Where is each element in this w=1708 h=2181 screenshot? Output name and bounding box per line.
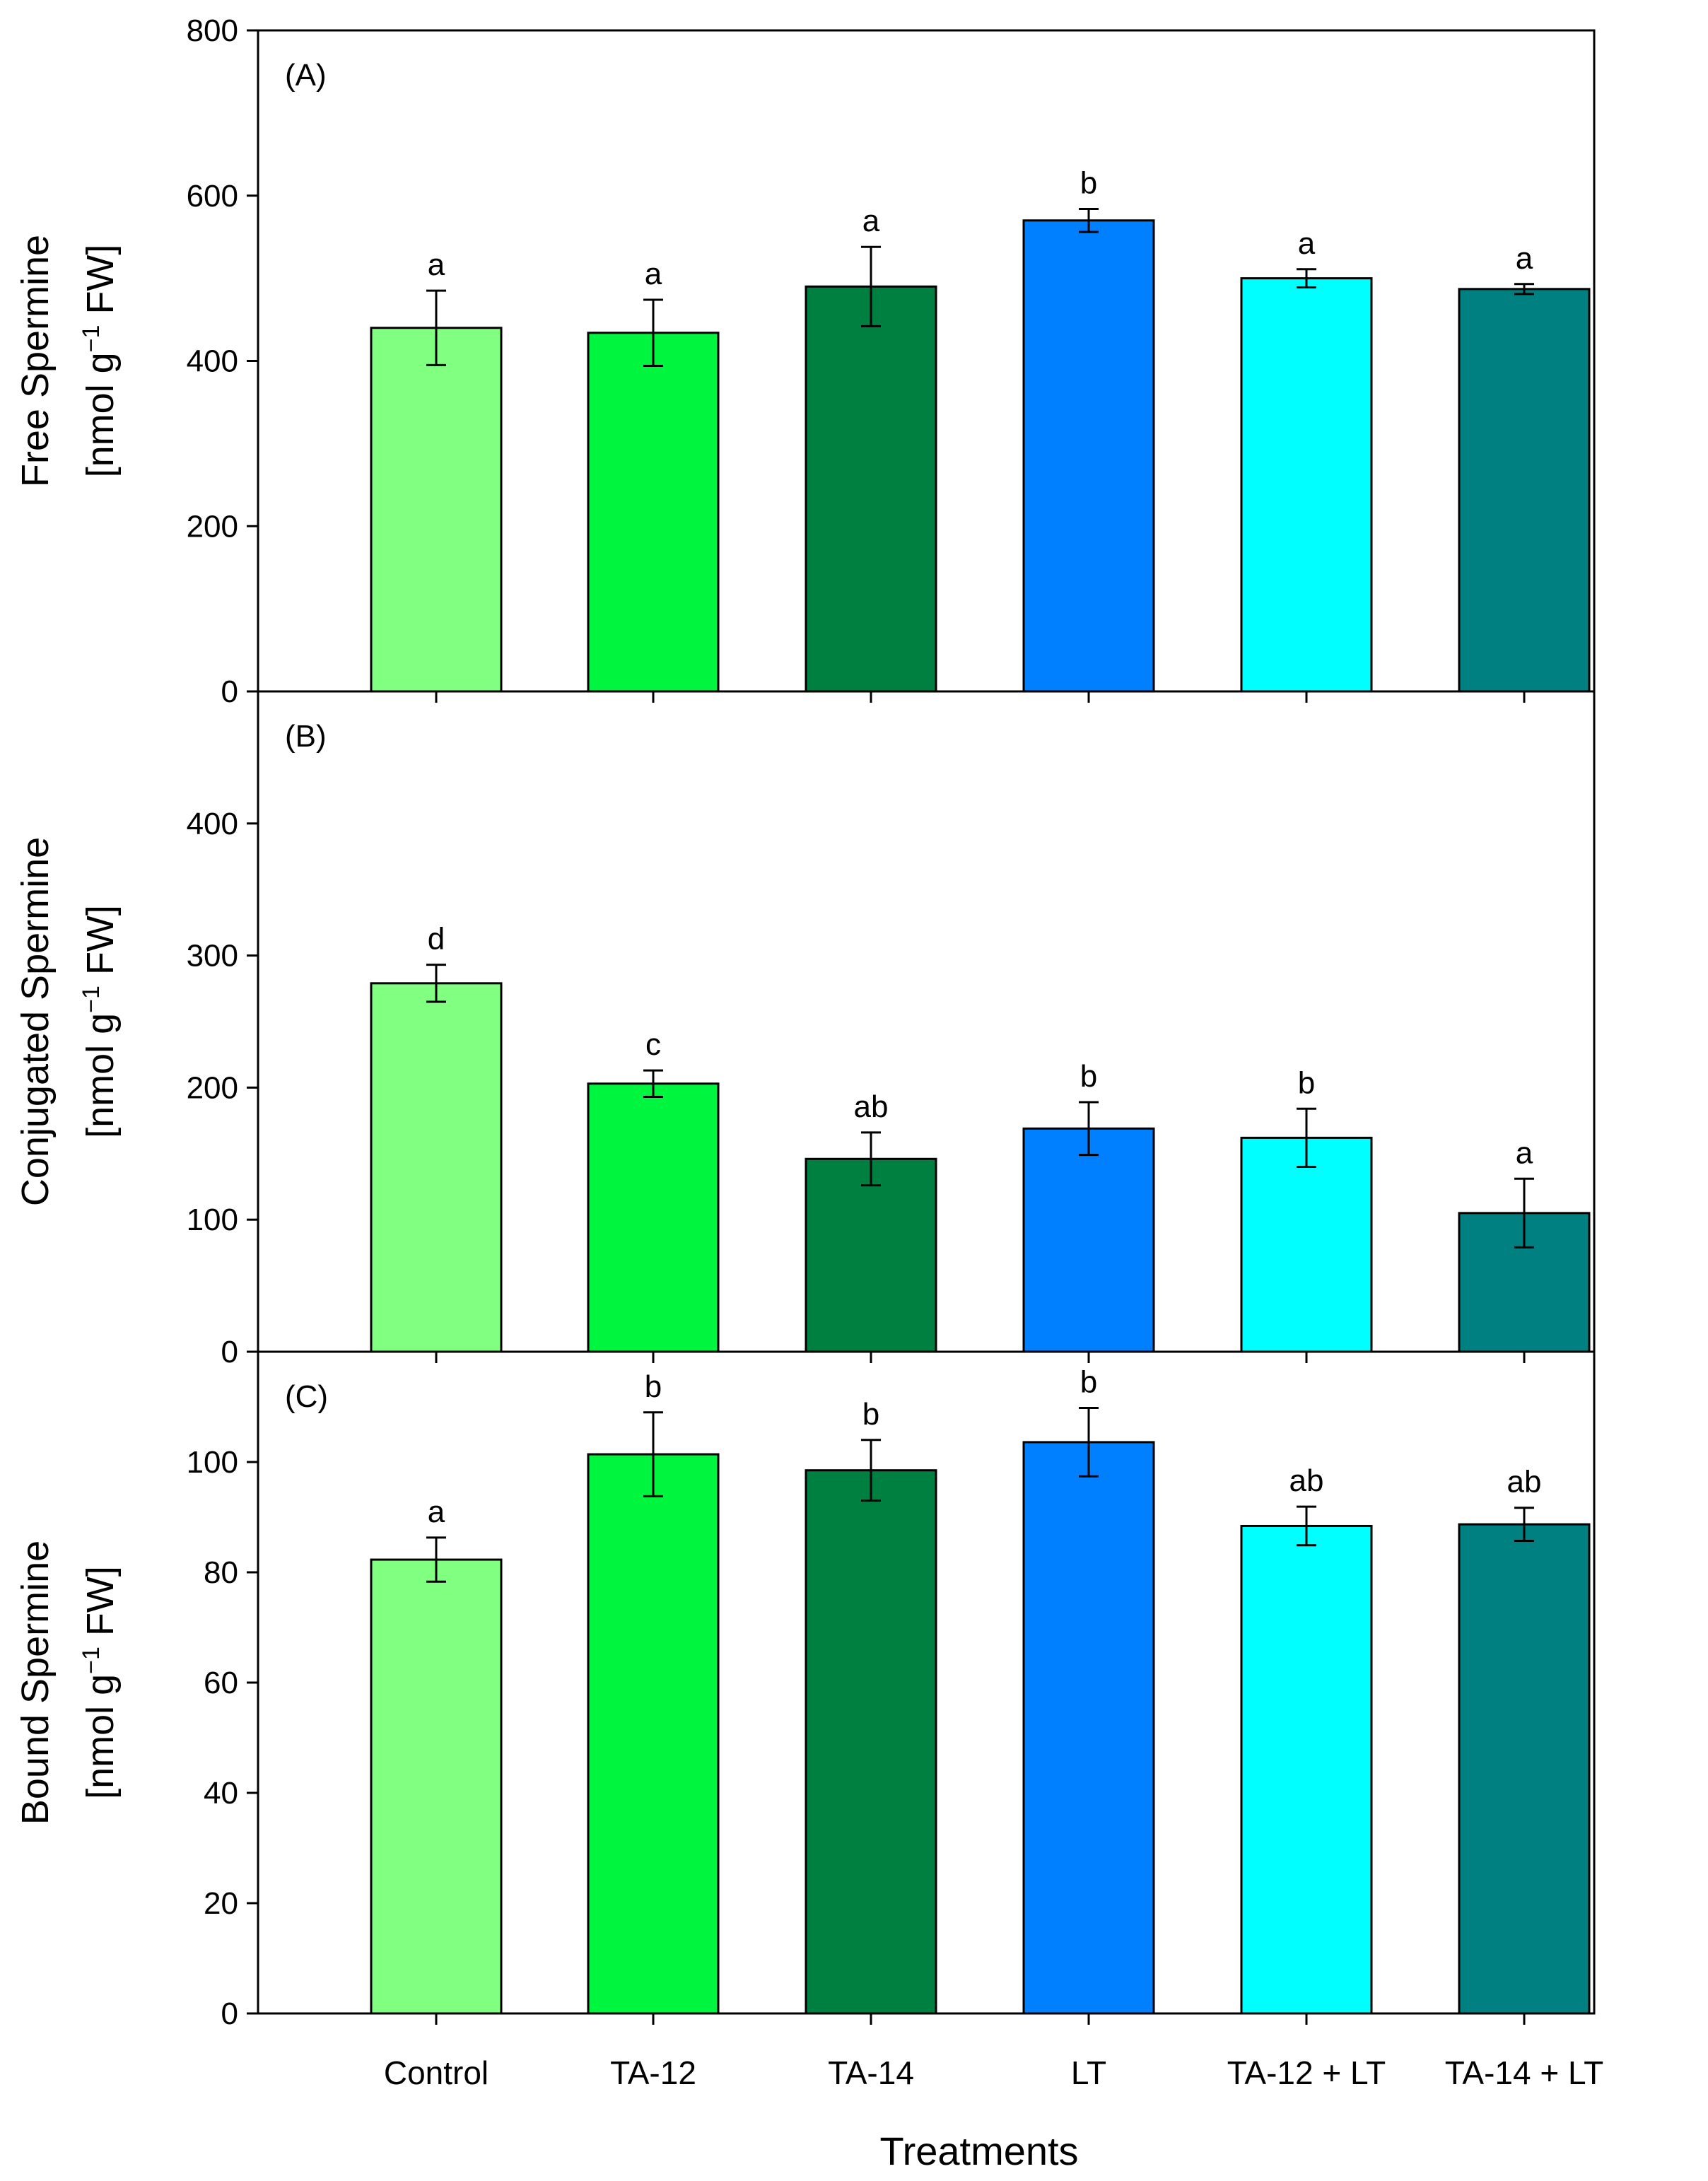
significance-label-2-3: ab [854,1089,889,1124]
bar-1-5 [1240,277,1373,693]
significance-label-3-2: b [645,1369,662,1404]
y-axis-title-3: Bound Spermine [14,1540,57,1825]
significance-label-1-1: a [428,247,445,282]
y-tick-label-3-4: 60 [204,1666,238,1700]
bar-3-1 [370,1558,503,2015]
y-axis-units-prefix-3: [nmol g [79,1674,122,1799]
significance-label-3-4: b [1080,1365,1097,1400]
bar-1-4 [1022,219,1155,693]
bar-3-6 [1458,1523,1591,2015]
significance-label-2-1: d [428,922,445,957]
bar-1-2 [587,332,720,693]
y-axis-units-1: [nmol g−1 FW] [78,245,122,478]
y-tick-label-3-1: 0 [221,1996,238,2031]
y-axis-units-superscript-2: −1 [78,986,105,1013]
bar-1-1 [370,327,503,693]
y-tick-label-2-5: 400 [187,807,238,841]
bar-2-3 [805,1157,937,1353]
bar-1-6 [1458,288,1591,693]
significance-label-2-6: a [1516,1135,1533,1170]
significance-label-2-2: c [645,1027,661,1062]
y-axis-units-suffix-1: FW] [79,245,122,325]
panel-tag-1: (A) [285,58,327,93]
y-tick-label-1-2: 200 [187,509,238,544]
y-tick-label-1-1: 0 [221,674,238,709]
y-axis-units-3: [nmol g−1 FW] [78,1566,122,1799]
y-axis-units-2: [nmol g−1 FW] [78,905,122,1138]
x-category-label-4: LT [1071,2054,1106,2091]
significance-label-3-5: ab [1289,1463,1324,1498]
y-tick-label-2-4: 300 [187,939,238,973]
y-axis-units-suffix-3: FW] [79,1566,122,1647]
y-tick-label-1-5: 800 [187,13,238,48]
significance-label-1-3: a [862,204,880,238]
bar-3-4 [1022,1441,1155,2015]
x-category-label-3: TA-14 [828,2054,914,2091]
panel-1: a a a b a a 0 200 400 600 800 (A) Free Spermine [nmol… [14,13,1596,709]
bar-3-3 [805,1469,937,2015]
x-category-label-6: TA-14 + LT [1445,2054,1604,2091]
x-category-label-2: TA-12 [610,2054,696,2091]
y-tick-label-2-2: 100 [187,1203,238,1237]
y-axis-units-prefix-2: [nmol g [79,1013,122,1138]
y-tick-label-3-3: 40 [204,1776,238,1811]
x-category-label-1: Control [384,2054,489,2091]
x-category-label-5: TA-12 + LT [1227,2054,1386,2091]
significance-label-1-6: a [1516,241,1533,276]
x-axis-title: Treatments [879,2129,1078,2173]
y-tick-label-2-1: 0 [221,1335,238,1369]
significance-label-1-4: b [1080,165,1097,200]
y-tick-label-1-3: 400 [187,344,238,379]
bar-2-5 [1240,1136,1373,1353]
y-axis-units-superscript-3: −1 [78,1647,105,1674]
y-axis-title-1: Free Spermine [14,235,57,487]
y-axis-units-suffix-2: FW] [79,905,122,986]
panel-tag-3: (C) [285,1379,328,1414]
y-tick-label-3-6: 100 [187,1445,238,1480]
y-tick-label-2-3: 200 [187,1070,238,1105]
panel-2: d c ab b b a 0 100 200 300 400 (B) Conjugated Spermi… [14,690,1596,1369]
bar-1-3 [805,285,937,693]
y-tick-label-3-2: 20 [204,1886,238,1921]
y-axis-title-2: Conjugated Spermine [14,837,57,1206]
bar-3-2 [587,1453,720,2015]
y-axis-units-superscript-1: −1 [78,325,105,353]
panel-tag-2: (B) [285,719,327,754]
bar-3-5 [1240,1524,1373,2015]
y-axis-units-prefix-1: [nmol g [79,352,122,477]
significance-label-3-1: a [428,1495,445,1529]
bar-2-2 [587,1082,720,1353]
significance-label-1-5: a [1298,226,1316,261]
bar-2-4 [1022,1127,1155,1353]
significance-label-2-5: b [1298,1065,1315,1100]
significance-label-2-4: b [1080,1059,1097,1094]
y-tick-label-1-4: 600 [187,179,238,214]
significance-label-3-6: ab [1507,1465,1542,1499]
bar-2-1 [370,982,503,1353]
significance-label-1-2: a [645,257,662,291]
significance-label-3-3: b [862,1397,879,1432]
y-tick-label-3-5: 80 [204,1555,238,1590]
